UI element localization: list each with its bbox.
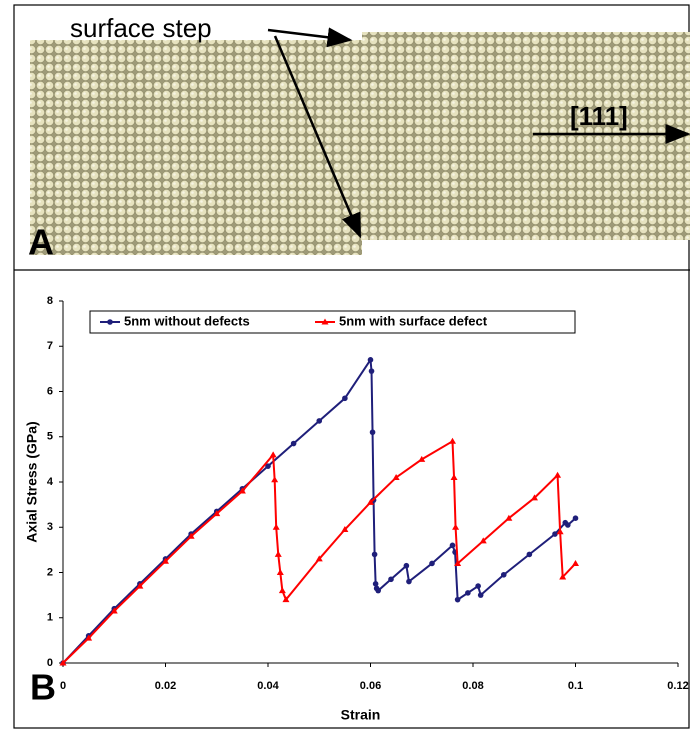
marker [278, 587, 286, 594]
marker [369, 429, 376, 436]
x-tick-label: 0.12 [667, 680, 688, 692]
marker [342, 395, 348, 402]
series-line [62, 439, 577, 664]
marker [367, 357, 374, 363]
annotation: surface step [70, 13, 212, 43]
marker [403, 562, 410, 569]
y-tick-label: 0 [47, 657, 53, 669]
series-line [62, 356, 577, 664]
marker [110, 607, 118, 614]
marker [559, 573, 567, 580]
marker [450, 473, 458, 480]
marker [321, 318, 329, 325]
marker [316, 418, 323, 424]
marker [388, 576, 394, 583]
marker [556, 528, 564, 535]
marker [59, 659, 67, 666]
marker [315, 555, 323, 562]
marker [477, 592, 484, 598]
x-tick-label: 0.06 [360, 680, 381, 692]
marker [554, 471, 562, 478]
marker [265, 463, 271, 469]
marker [269, 451, 277, 458]
legend-label: 5nm without defects [124, 313, 250, 328]
y-tick-label: 5 [47, 431, 53, 443]
marker [500, 571, 507, 578]
marker [213, 510, 221, 517]
marker [572, 515, 579, 521]
arrow [267, 27, 353, 48]
marker [454, 559, 462, 566]
annotation: [111] [570, 101, 628, 131]
y-tick-label: 3 [47, 521, 53, 533]
marker [465, 590, 471, 596]
y-tick-label: 8 [47, 295, 53, 307]
frame [13, 4, 690, 729]
marker [371, 551, 378, 558]
marker [290, 440, 297, 447]
y-tick-label: 6 [47, 385, 53, 397]
marker [475, 583, 481, 589]
marker [449, 437, 456, 444]
marker [187, 532, 195, 539]
marker [526, 551, 533, 558]
arrow [273, 35, 362, 239]
marker [479, 537, 487, 544]
marker [274, 550, 282, 557]
atomic-wire [30, 32, 690, 255]
x-tick-label: 0.1 [568, 680, 583, 692]
marker [367, 498, 374, 505]
marker [418, 455, 426, 462]
marker [341, 526, 349, 533]
marker [552, 531, 558, 537]
marker [107, 319, 113, 325]
x-axis-label: Strain [341, 707, 381, 723]
marker [565, 522, 571, 528]
marker [271, 476, 279, 483]
marker [238, 487, 246, 494]
marker [136, 582, 144, 589]
y-tick-label: 2 [47, 566, 53, 578]
marker [368, 368, 375, 374]
x-tick-label: 0.04 [257, 680, 279, 692]
x-tick-label: 0.08 [462, 680, 483, 692]
marker [572, 559, 579, 566]
marker [276, 569, 284, 575]
panel-label: B [30, 667, 56, 708]
legend-label: 5nm with surface defect [339, 313, 488, 328]
marker [375, 587, 381, 594]
y-tick-label: 4 [47, 476, 54, 488]
panel-label: A [28, 222, 54, 263]
x-tick-label: 0.02 [155, 680, 176, 692]
marker [429, 560, 435, 567]
marker [162, 557, 169, 564]
marker [452, 523, 460, 530]
marker [272, 523, 280, 530]
marker [454, 596, 461, 603]
x-tick-label: 0 [60, 680, 66, 692]
y-tick-label: 7 [47, 340, 53, 352]
y-tick-label: 1 [47, 612, 53, 624]
marker [531, 494, 538, 501]
marker [505, 514, 513, 521]
marker [392, 473, 400, 480]
marker [406, 578, 412, 585]
marker [85, 634, 93, 641]
marker [282, 596, 290, 603]
y-axis-label: Axial Stress (GPa) [24, 421, 40, 542]
marker [372, 581, 379, 587]
marker [449, 542, 456, 549]
